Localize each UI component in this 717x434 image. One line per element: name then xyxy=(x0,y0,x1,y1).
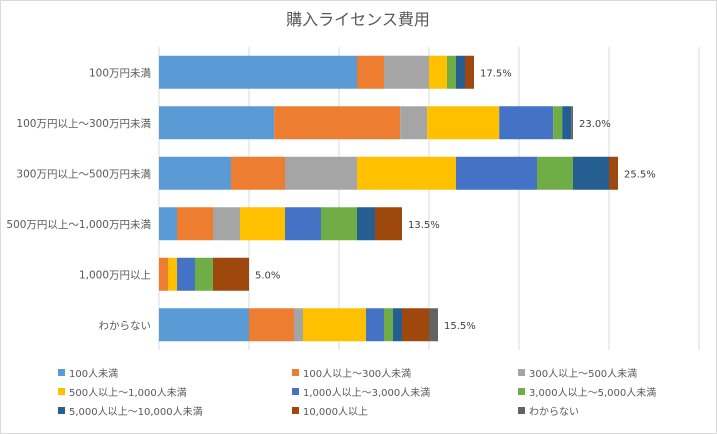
bar-segment xyxy=(571,106,573,140)
bar-segment xyxy=(177,257,195,291)
total-label: 25.5% xyxy=(624,169,656,180)
bar-segment xyxy=(465,55,474,89)
bar-segment xyxy=(294,308,303,342)
bar-segment xyxy=(357,55,384,89)
legend-label: 5,000人以上～10,000人未満 xyxy=(69,406,203,418)
legend-item: 100人以上～300人未満 xyxy=(292,368,411,380)
legend-item: 3,000人以上～5,000人未満 xyxy=(518,387,656,399)
total-labels: 17.5% 23.0% 25.5% 13.5% 5.0% 15.5% xyxy=(255,68,656,332)
legend-swatch xyxy=(58,369,65,376)
legend-swatch xyxy=(292,369,299,376)
bar-segment xyxy=(357,207,375,241)
bar-segment xyxy=(375,207,402,241)
legend-label: わからない xyxy=(529,406,579,418)
legend-swatch xyxy=(292,407,299,414)
bar-segment xyxy=(159,257,168,291)
legend: 100人未満 100人以上～300人未満 300人以上～500人未満 500人以上～1… xyxy=(58,368,656,418)
bar-segment xyxy=(429,55,447,89)
bar-segment xyxy=(384,55,429,89)
chart-title: 購入ライセンス費用 xyxy=(286,10,430,29)
bar-segment xyxy=(159,156,231,190)
total-label: 15.5% xyxy=(444,321,476,332)
bar-segment xyxy=(159,55,357,89)
bar-segment xyxy=(456,55,465,89)
bar-segment xyxy=(402,308,429,342)
gridlines xyxy=(158,47,700,350)
legend-item: 10,000人以上 xyxy=(292,406,368,418)
bar-segment xyxy=(159,207,177,241)
bar-segment xyxy=(285,156,357,190)
bar-segment xyxy=(562,106,572,140)
bar-segment xyxy=(384,308,393,342)
bar-segment xyxy=(213,257,249,291)
bar-segment xyxy=(195,257,213,291)
legend-item: 1,000人以上～3,000人未満 xyxy=(292,387,430,399)
bar-segment xyxy=(159,308,249,342)
legend-item: 100人未満 xyxy=(58,368,118,380)
category-label: 100万円以上～300万円未満 xyxy=(16,118,151,130)
legend-label: 1,000人以上～3,000人未満 xyxy=(303,387,430,399)
legend-swatch xyxy=(518,369,525,376)
total-label: 5.0% xyxy=(255,270,280,281)
legend-label: 10,000人以上 xyxy=(303,406,368,418)
legend-label: 100人以上～300人未満 xyxy=(303,368,411,380)
bar-segment xyxy=(427,106,500,140)
total-label: 13.5% xyxy=(408,220,440,231)
bar-segment xyxy=(303,308,366,342)
bar-segment xyxy=(159,106,275,140)
total-label: 17.5% xyxy=(480,68,512,79)
bar-segment xyxy=(573,156,609,190)
bar-segment xyxy=(400,106,428,140)
category-label: 300万円以上～500万円未満 xyxy=(16,168,151,180)
category-label: 1,000万円以上 xyxy=(79,269,151,281)
bar-segment xyxy=(537,156,573,190)
bar-segment xyxy=(553,106,563,140)
category-labels: 100万円未満 100万円以上～300万円未満 300万円以上～500万円未満 500… xyxy=(6,67,151,332)
total-label: 23.0% xyxy=(579,119,611,130)
bar-segment xyxy=(231,156,285,190)
bar-segment xyxy=(366,308,384,342)
legend-label: 3,000人以上～5,000人未満 xyxy=(529,387,656,399)
bar-segment xyxy=(499,106,554,140)
legend-swatch xyxy=(518,388,525,395)
bar-segment xyxy=(213,207,240,241)
legend-label: 300人以上～500人未満 xyxy=(529,368,637,380)
bar-segment xyxy=(285,207,321,241)
bar-segment xyxy=(321,207,357,241)
legend-swatch xyxy=(518,407,525,414)
bar-segment xyxy=(168,257,177,291)
legend-item: 500人以上～1,000人未満 xyxy=(58,387,187,399)
bar-segment xyxy=(429,308,438,342)
category-label: わからない xyxy=(99,320,152,332)
category-label: 500万円以上～1,000万円未満 xyxy=(6,219,151,231)
bar-segment xyxy=(240,207,285,241)
legend-item: 300人以上～500人未満 xyxy=(518,368,637,380)
legend-swatch xyxy=(292,388,299,395)
bar-segment xyxy=(393,308,402,342)
bar-segment xyxy=(274,106,401,140)
legend-item: 5,000人以上～10,000人未満 xyxy=(58,406,203,418)
bar-segment xyxy=(357,156,456,190)
bar-segment xyxy=(456,156,537,190)
bar-segment xyxy=(447,55,456,89)
legend-item: わからない xyxy=(518,406,579,418)
category-label: 100万円未満 xyxy=(89,67,152,79)
legend-swatch xyxy=(58,407,65,414)
legend-label: 100人未満 xyxy=(69,368,118,380)
legend-label: 500人以上～1,000人未満 xyxy=(69,387,187,399)
bar-segment xyxy=(609,156,618,190)
bar-segments xyxy=(159,55,618,342)
legend-swatch xyxy=(58,388,65,395)
bar-segment xyxy=(249,308,294,342)
bar-segment xyxy=(177,207,213,241)
